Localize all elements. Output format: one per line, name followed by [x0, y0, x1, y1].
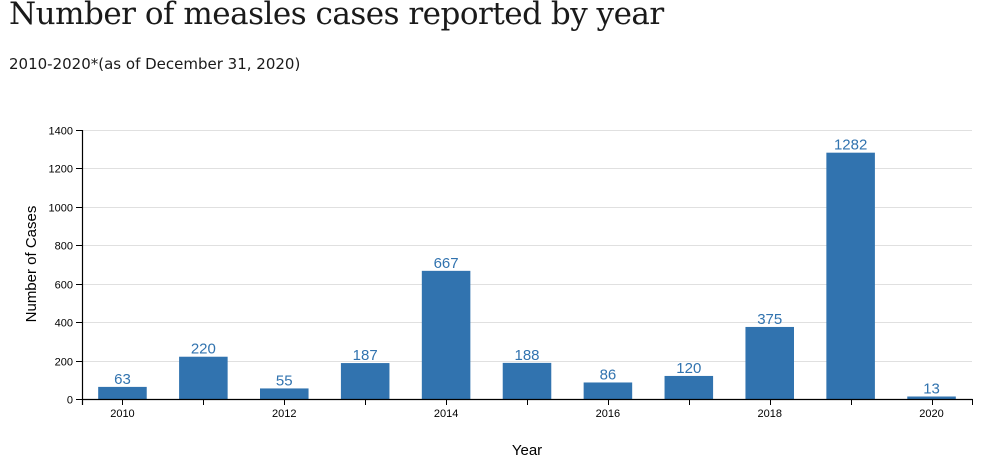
bar-2015	[502, 362, 552, 399]
data-labels: 63 220 55 187 667 188 86 120 375 1282 13	[114, 137, 940, 398]
y-axis: 0 200 400 600 800 1000 1200 1400	[49, 126, 84, 407]
y-tick-label: 1200	[49, 164, 73, 176]
bar-2016	[583, 382, 633, 399]
data-label-2015: 188	[514, 347, 539, 364]
bar-2018	[745, 326, 794, 399]
data-label-2013: 187	[353, 347, 378, 364]
data-label-2018: 375	[757, 311, 782, 328]
x-axis: 2010 2012 2014 2016 2018 2020	[82, 398, 973, 420]
gridlines	[82, 130, 972, 362]
bar-2013	[340, 363, 390, 399]
chart-subtitle: 2010-2020*(as of December 31, 2020)	[9, 55, 301, 73]
bar-2019	[826, 152, 875, 399]
bar-2017	[664, 375, 714, 399]
bar-2012	[260, 388, 309, 399]
y-tick-label: 1400	[49, 126, 73, 138]
data-label-2020: 13	[923, 381, 940, 398]
y-tick-label: 200	[55, 357, 73, 369]
data-label-2019: 1282	[834, 137, 867, 154]
y-axis-title: Number of Cases	[23, 206, 40, 323]
data-label-2012: 55	[276, 372, 293, 389]
data-label-2017: 120	[676, 360, 701, 377]
x-tick-label: 2012	[272, 408, 296, 420]
bar-2014	[421, 270, 471, 399]
bar-2020	[907, 396, 956, 399]
data-label-2011: 220	[191, 341, 216, 358]
x-tick-label: 2016	[596, 408, 620, 420]
data-label-2014: 667	[434, 255, 459, 272]
bars	[98, 152, 956, 399]
data-label-2010: 63	[114, 371, 131, 388]
bar-2011	[179, 356, 228, 399]
y-tick-label: 1000	[49, 203, 73, 215]
x-tick-label: 2014	[434, 408, 458, 420]
y-tick-label: 400	[55, 318, 73, 330]
x-tick-label: 2020	[919, 408, 943, 420]
bar-2010	[98, 386, 147, 399]
y-tick-label: 800	[55, 241, 73, 253]
chart-title: Number of measles cases reported by year	[9, 0, 664, 32]
y-tick-label: 0	[67, 395, 73, 407]
x-tick-label: 2018	[757, 408, 781, 420]
x-axis-title: Year	[512, 442, 542, 459]
x-tick-label: 2010	[110, 408, 134, 420]
data-label-2016: 86	[600, 366, 617, 383]
y-tick-label: 600	[55, 280, 73, 292]
